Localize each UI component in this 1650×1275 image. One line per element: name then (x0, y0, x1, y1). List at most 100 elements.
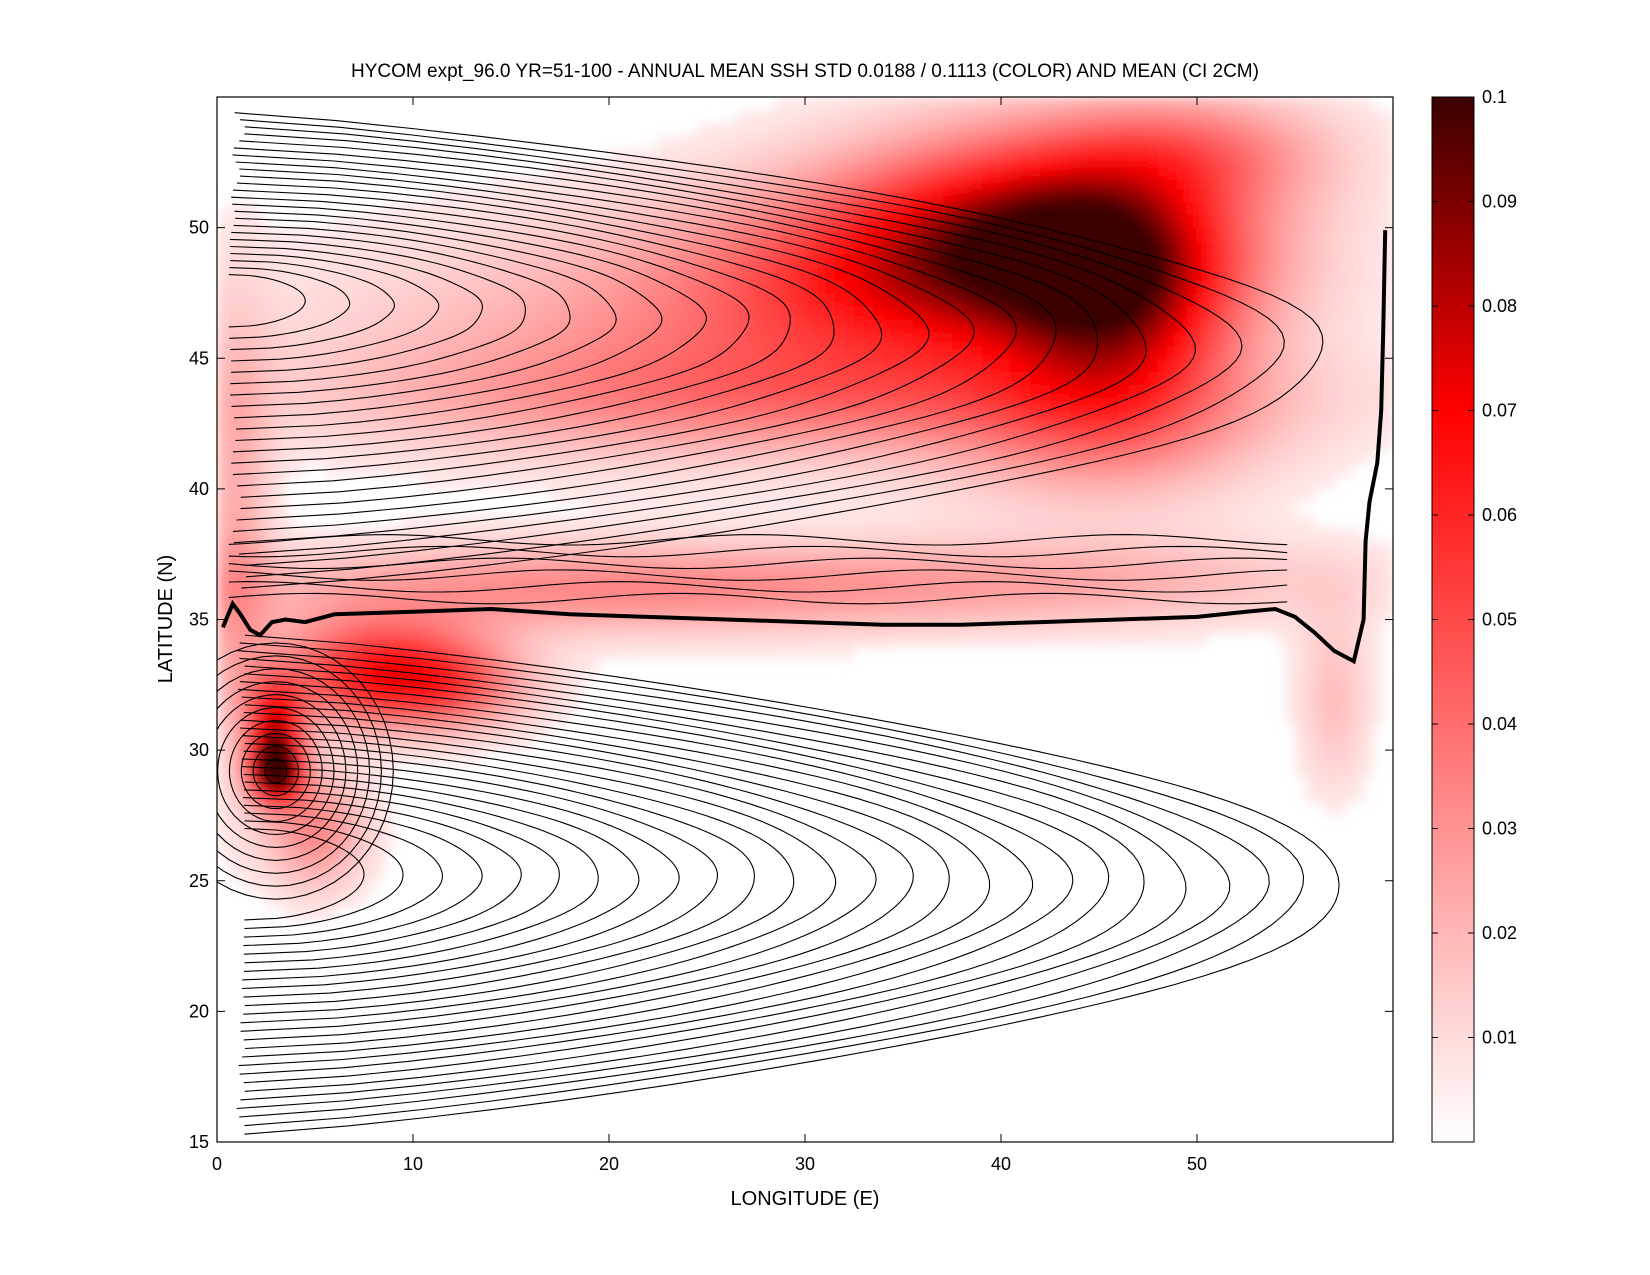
heatmap-cell (1099, 593, 1110, 608)
heatmap-cell (442, 279, 453, 294)
heatmap-cell (324, 776, 336, 790)
heatmap-cell (1010, 306, 1022, 320)
heatmap-cell (1285, 710, 1296, 725)
heatmap-cell (266, 763, 277, 777)
heatmap-cell (795, 110, 806, 124)
heatmap-cell (795, 593, 806, 608)
heatmap-cell (236, 279, 247, 294)
heatmap-cell (295, 671, 306, 686)
heatmap-cell (256, 279, 267, 294)
heatmap-cell (491, 319, 502, 333)
heatmap-cell (667, 593, 679, 608)
heatmap-cell (648, 449, 659, 464)
heatmap-cell (1304, 697, 1316, 712)
heatmap-cell (756, 371, 767, 385)
heatmap-cell (1285, 541, 1296, 555)
heatmap-cell (775, 123, 786, 137)
heatmap-cell (1001, 240, 1012, 255)
heatmap-cell (501, 397, 512, 412)
heatmap-cell (550, 567, 561, 581)
heatmap-cell (1079, 371, 1090, 385)
heatmap-cell (893, 110, 904, 124)
heatmap-cell (569, 358, 581, 372)
heatmap-cell (677, 332, 688, 346)
heatmap-cell (246, 214, 257, 229)
heatmap-cell (1118, 410, 1129, 425)
heatmap-cell (1108, 188, 1120, 203)
heatmap-cell (1246, 97, 1257, 111)
heatmap-cell (1128, 606, 1139, 621)
heatmap-cell (1285, 567, 1296, 581)
heatmap-cell (805, 423, 816, 438)
heatmap-cell (736, 475, 747, 490)
heatmap-cell (1197, 123, 1208, 137)
heatmap-cell (942, 149, 953, 163)
heatmap-cell (1265, 345, 1276, 359)
heatmap-cell (716, 332, 728, 346)
heatmap-cell (824, 593, 835, 608)
heatmap-cell (285, 737, 296, 751)
heatmap-cell (266, 737, 277, 751)
heatmap-cell (442, 619, 453, 634)
heatmap-cell (903, 410, 914, 425)
heatmap-cell (462, 528, 473, 542)
heatmap-cell (481, 423, 492, 438)
heatmap-cell (246, 515, 257, 529)
heatmap-cell (971, 306, 982, 320)
heatmap-cell (569, 253, 581, 268)
heatmap-cell (687, 632, 698, 647)
heatmap-cell (1128, 593, 1139, 608)
heatmap-cell (1197, 227, 1208, 242)
heatmap-cell (550, 528, 561, 542)
heatmap-cell (1216, 123, 1227, 137)
heatmap-cell (1089, 240, 1100, 255)
heatmap-cell (1148, 397, 1159, 412)
heatmap-cell (1020, 515, 1031, 529)
heatmap-cell (991, 97, 1002, 111)
heatmap-cell (1020, 397, 1031, 412)
heatmap-cell (540, 371, 551, 385)
heatmap-cell (785, 541, 796, 555)
heatmap-cell (834, 488, 845, 503)
heatmap-cell (324, 384, 336, 399)
heatmap-cell (471, 188, 483, 203)
heatmap-cell (266, 632, 277, 647)
heatmap-cell (834, 384, 845, 399)
heatmap-cell (1275, 593, 1286, 608)
heatmap-cell (648, 358, 659, 372)
heatmap-cell (1177, 201, 1188, 216)
heatmap-cell (305, 279, 316, 294)
heatmap-cell (932, 580, 943, 594)
heatmap-cell (814, 501, 826, 516)
heatmap-cell (520, 358, 532, 372)
heatmap-cell (648, 306, 659, 320)
heatmap-cell (903, 449, 914, 464)
heatmap-cell (873, 410, 884, 425)
heatmap-cell (560, 214, 571, 229)
heatmap-cell (452, 737, 463, 751)
heatmap-cell (1265, 266, 1276, 281)
heatmap-cell (1216, 554, 1227, 568)
heatmap-cell (1285, 162, 1296, 176)
heatmap-cell (1236, 332, 1247, 346)
heatmap-cell (1059, 358, 1071, 372)
heatmap-cell (1255, 449, 1267, 464)
heatmap-cell (795, 501, 806, 516)
heatmap-cell (442, 201, 453, 216)
heatmap-cell (324, 658, 336, 673)
heatmap-cell (285, 645, 296, 660)
heatmap-cell (579, 371, 590, 385)
heatmap-cell (550, 475, 561, 490)
heatmap-cell (726, 332, 737, 346)
heatmap-cell (217, 724, 228, 738)
heatmap-cell (1246, 306, 1257, 320)
heatmap-cell (295, 815, 306, 830)
heatmap-cell (628, 632, 639, 647)
heatmap-cell (1050, 345, 1061, 359)
heatmap-cell (932, 110, 943, 124)
heatmap-cell (324, 345, 336, 359)
heatmap-cell (932, 358, 943, 372)
heatmap-cell (305, 449, 316, 464)
heatmap-cell (295, 906, 306, 921)
heatmap-cell (912, 319, 924, 333)
